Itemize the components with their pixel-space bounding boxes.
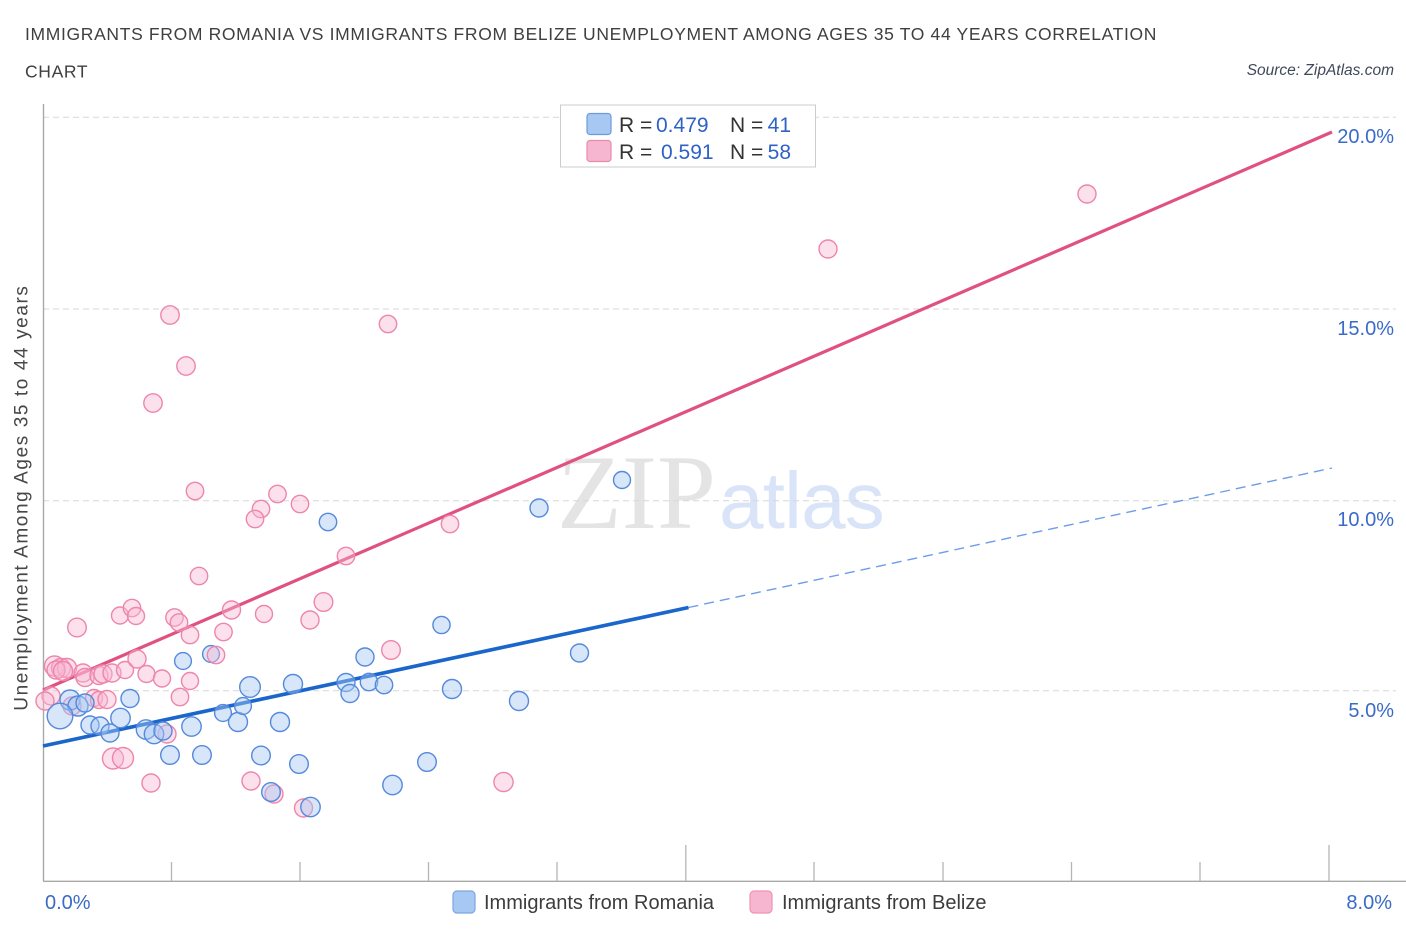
svg-text:5.0%: 5.0% [1348,700,1394,722]
svg-text:N =: N = [730,141,763,164]
svg-text:N =: N = [730,114,763,137]
svg-text:Immigrants from Belize: Immigrants from Belize [782,892,987,914]
svg-text:58: 58 [768,141,791,164]
svg-text:Unemployment Among Ages 35 to: Unemployment Among Ages 35 to 44 years [12,284,33,710]
svg-text:41: 41 [768,114,791,137]
svg-text:0.0%: 0.0% [45,892,91,914]
svg-text:0.479: 0.479 [656,114,709,137]
svg-text:CHART: CHART [25,62,88,82]
svg-text:IMMIGRANTS FROM ROMANIA VS IMM: IMMIGRANTS FROM ROMANIA VS IMMIGRANTS FR… [25,24,1157,44]
svg-text:Immigrants from Romania: Immigrants from Romania [484,892,715,914]
svg-text:ZIP: ZIP [557,434,716,551]
svg-text:15.0%: 15.0% [1337,318,1394,340]
svg-text:0.591: 0.591 [661,141,714,164]
svg-text:10.0%: 10.0% [1337,509,1394,531]
svg-text:8.0%: 8.0% [1346,892,1392,914]
svg-text:R =: R = [619,114,652,137]
svg-text:20.0%: 20.0% [1337,126,1394,148]
svg-text:R =: R = [619,141,652,164]
svg-text:Source: ZipAtlas.com: Source: ZipAtlas.com [1247,62,1394,79]
